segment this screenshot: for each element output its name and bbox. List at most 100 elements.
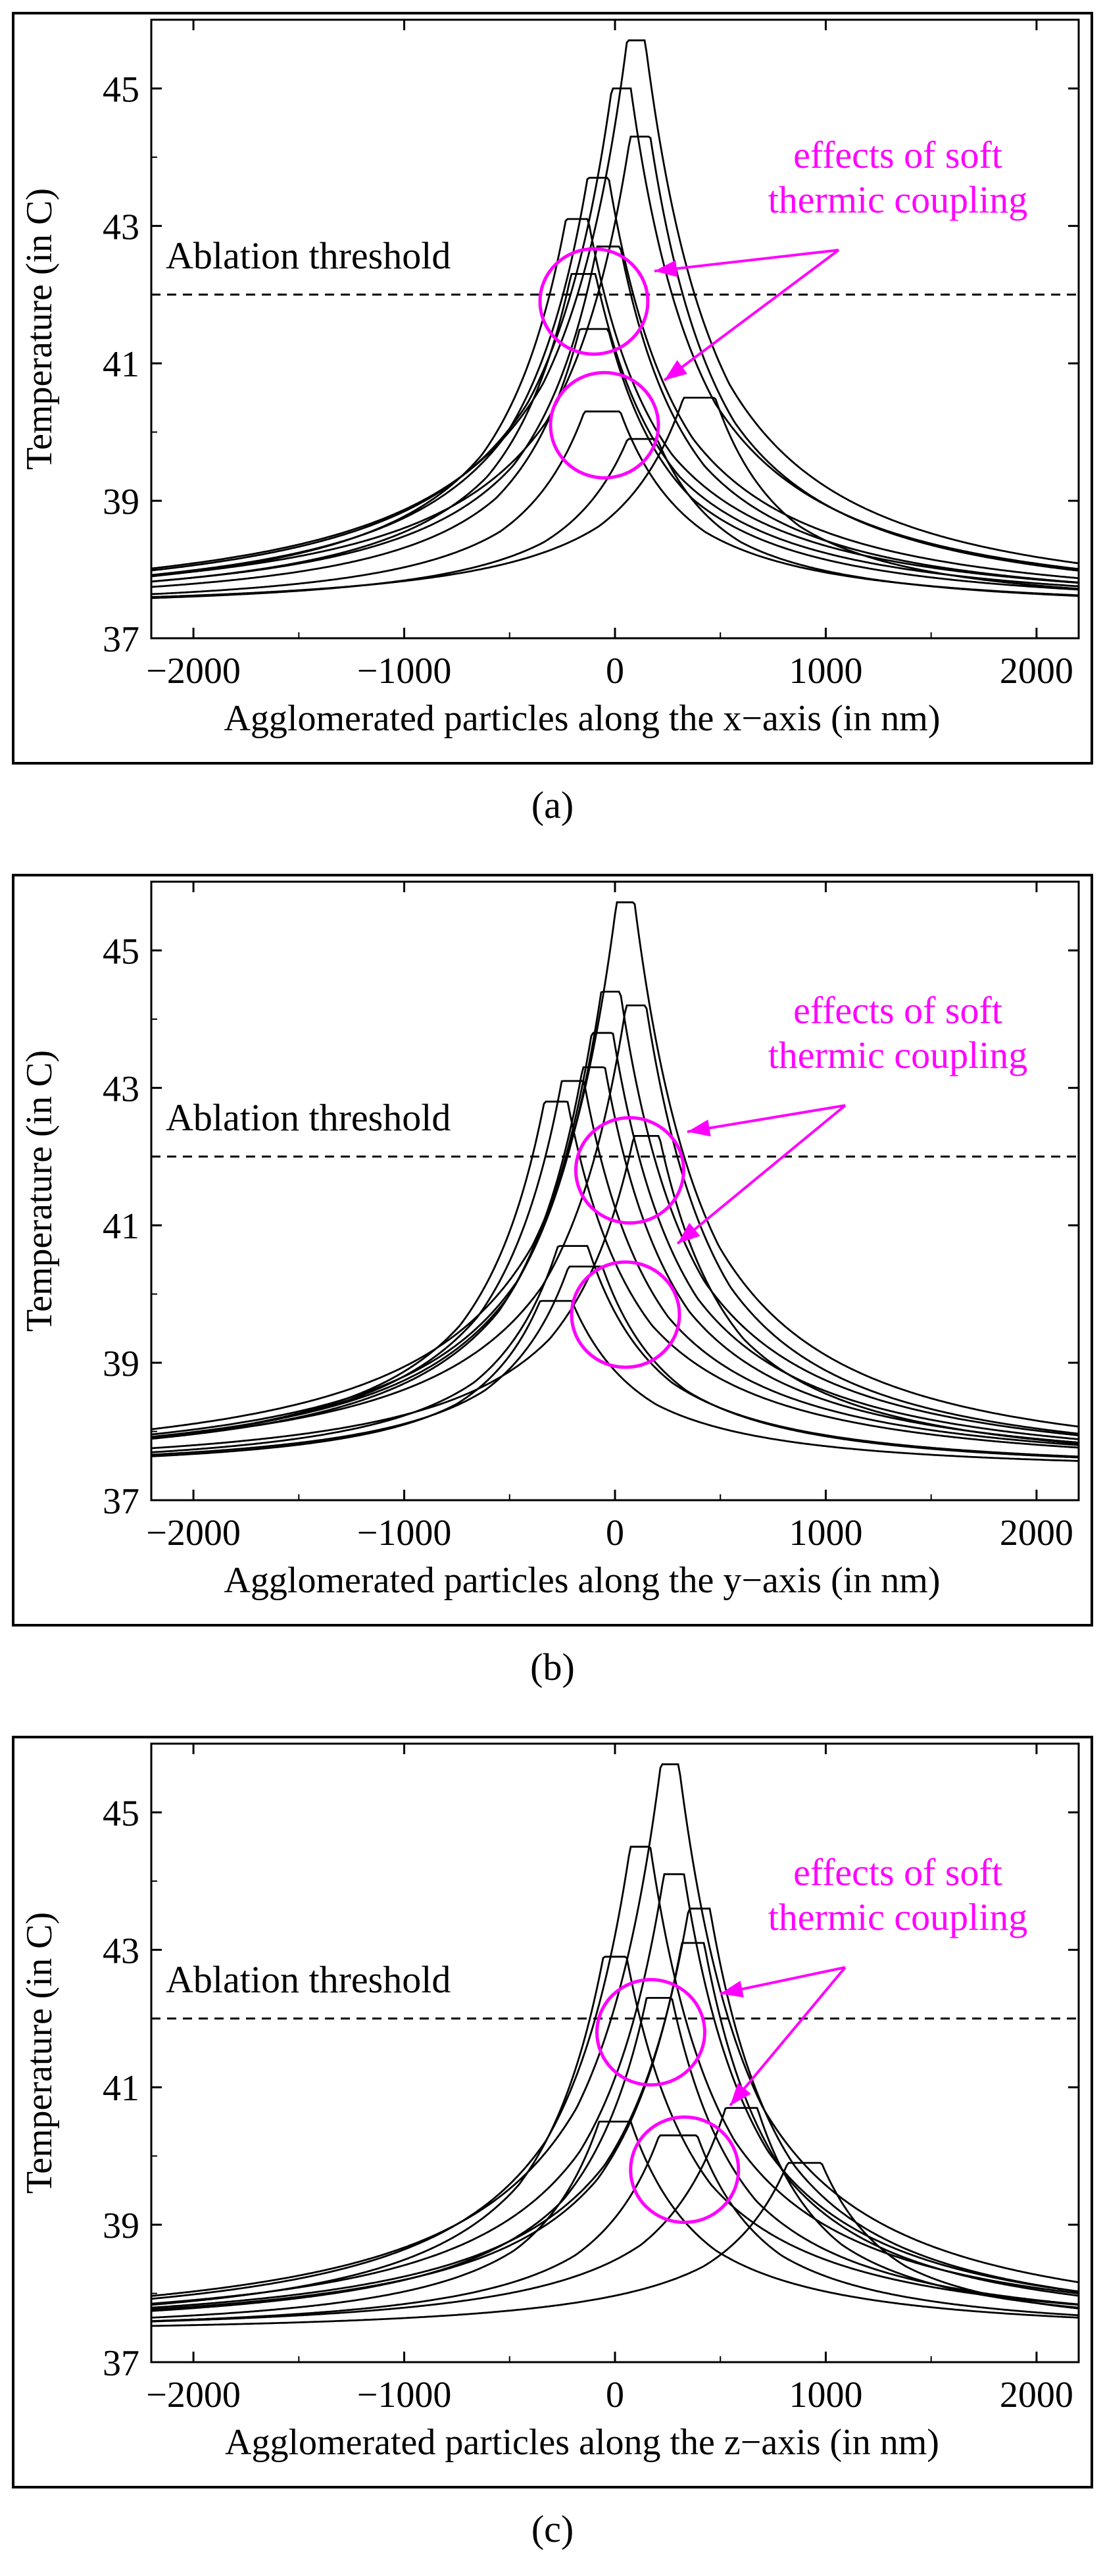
series-curve-9: [151, 1245, 1079, 1458]
x-tick-label: −1000: [357, 651, 452, 692]
series-curve-1: [151, 39, 1079, 570]
y-tick-label: 45: [103, 69, 139, 110]
caption-b: (b): [530, 1646, 575, 1688]
annotation-arrow: [729, 1966, 847, 2107]
x-tick-label: −2000: [146, 1513, 241, 1553]
y-tick-label: 43: [103, 207, 139, 247]
y-tick-label: 43: [103, 1069, 139, 1109]
annotation-arrow: [654, 249, 839, 272]
x-tick-label: −2000: [146, 651, 241, 692]
chart-b: −2000 −1000 0 1000 2000 37 39 41 43 45 Agglomerate…: [12, 874, 1093, 1627]
x-tick-label: −2000: [146, 2375, 241, 2415]
caption-a: (a): [531, 784, 574, 826]
y-tick-label: 41: [103, 1206, 139, 1247]
annotation-arrow: [676, 1104, 847, 1245]
series-curve-11: [151, 1300, 1079, 1462]
curves-group: [151, 1763, 1079, 2327]
annotation-arrowhead: [720, 1981, 744, 1998]
y-tick-label: 43: [103, 1931, 139, 1971]
series-curve-6: [151, 1956, 1079, 2306]
series-curve-9: [151, 2121, 1079, 2319]
x-tick-label: −1000: [357, 2375, 452, 2415]
annotation-arrowhead: [677, 1223, 700, 1244]
y-tick-label: 39: [103, 2206, 139, 2246]
series-curve-10: [151, 1265, 1079, 1459]
plot-area: [150, 880, 1080, 1502]
annotation-arrowhead: [730, 2083, 751, 2106]
y-axis-label: Temperature (in C): [19, 1912, 60, 2194]
series-curve-10: [151, 2134, 1079, 2322]
y-tick-label: 41: [103, 344, 139, 385]
annotation-text: thermic coupling: [768, 1896, 1028, 1938]
annotation-text: effects of soft: [793, 134, 1002, 176]
chart-panel-a: −2000 −1000 0 1000 2000 37 39 41 43 45 Agglomerate…: [0, 0, 1105, 852]
curves-group: [151, 39, 1079, 599]
x-tick-label: 0: [606, 651, 624, 692]
y-axis-label: Temperature (in C): [19, 188, 60, 470]
annotation-text: effects of soft: [793, 1851, 1002, 1894]
annotation-circle: [570, 1260, 681, 1369]
series-curve-5: [151, 1942, 1079, 2311]
y-tick-label: 37: [103, 1481, 139, 1522]
y-tick-label: 41: [103, 2068, 139, 2109]
annotation-text: effects of soft: [793, 989, 1002, 1032]
series-curve-8: [151, 328, 1079, 591]
ablation-threshold-label: Ablation threshold: [166, 1096, 451, 1139]
annotation-circle: [595, 1978, 706, 2087]
series-curve-5: [151, 218, 1079, 584]
x-axis-label: Agglomerated particles along the x−axis …: [224, 698, 940, 739]
series-curve-2: [151, 990, 1079, 1436]
y-tick-label: 39: [103, 1344, 139, 1384]
series-curve-7: [151, 273, 1079, 588]
x-tick-label: 0: [606, 1513, 624, 1553]
y-tick-label: 39: [103, 482, 139, 522]
series-curve-7: [151, 1100, 1079, 1449]
x-tick-label: 0: [606, 2375, 624, 2415]
chart-c: −2000 −1000 0 1000 2000 37 39 41 43 45 Agglomerate…: [12, 1736, 1093, 2488]
series-curve-2: [151, 88, 1079, 572]
y-tick-label: 37: [103, 619, 139, 660]
annotation-arrowhead: [664, 360, 687, 380]
series-curve-1: [151, 901, 1079, 1430]
chart-panel-c: −2000 −1000 0 1000 2000 37 39 41 43 45 Agglomerate…: [0, 1724, 1105, 2576]
y-axis-label: Temperature (in C): [19, 1050, 60, 1332]
x-tick-label: 2000: [1000, 1513, 1073, 1553]
annotation-circle: [574, 1116, 685, 1225]
annotation-text: thermic coupling: [768, 1034, 1028, 1076]
curves-group: [151, 901, 1079, 1462]
series-curve-8: [151, 1135, 1079, 1450]
chart-panel-b: −2000 −1000 0 1000 2000 37 39 41 43 45 Agglomerate…: [0, 862, 1105, 1714]
x-axis-label: Agglomerated particles along the z−axis …: [225, 2422, 939, 2463]
ablation-threshold-label: Ablation threshold: [166, 1958, 451, 2001]
series-curve-6: [151, 245, 1079, 584]
figure-frame: [12, 1736, 1093, 2488]
series-curve-8: [151, 2107, 1079, 2323]
series-curve-11: [151, 2161, 1079, 2327]
annotation-arrowhead: [654, 260, 678, 278]
y-tick-label: 45: [103, 931, 139, 972]
figure-frame: [12, 12, 1093, 765]
series-curve-3: [151, 136, 1079, 577]
annotation-circle: [549, 370, 660, 480]
figure-frame: [12, 874, 1093, 1627]
y-tick-label: 45: [103, 1793, 139, 1834]
chart-a: −2000 −1000 0 1000 2000 37 39 41 43 45 Agglomerate…: [12, 12, 1093, 765]
annotation-circle: [629, 2115, 741, 2225]
x-tick-label: 1000: [789, 1513, 862, 1553]
caption-c: (c): [531, 2508, 574, 2550]
x-tick-label: 2000: [1000, 2375, 1073, 2415]
x-tick-label: 1000: [789, 651, 862, 692]
y-tick-label: 37: [103, 2343, 139, 2384]
x-tick-label: 1000: [789, 2375, 862, 2415]
x-tick-label: 2000: [1000, 651, 1073, 692]
series-curve-11: [151, 438, 1079, 599]
annotation-circle: [538, 247, 650, 356]
ablation-threshold-label: Ablation threshold: [166, 234, 451, 277]
x-axis-label: Agglomerated particles along the y−axis …: [224, 1560, 940, 1601]
series-curve-3: [151, 1004, 1079, 1439]
series-curve-4: [151, 1907, 1079, 2309]
annotation-arrow: [687, 1104, 846, 1133]
annotation-arrow: [663, 249, 840, 382]
series-curve-4: [151, 1032, 1079, 1440]
annotation-text: thermic coupling: [768, 178, 1028, 221]
